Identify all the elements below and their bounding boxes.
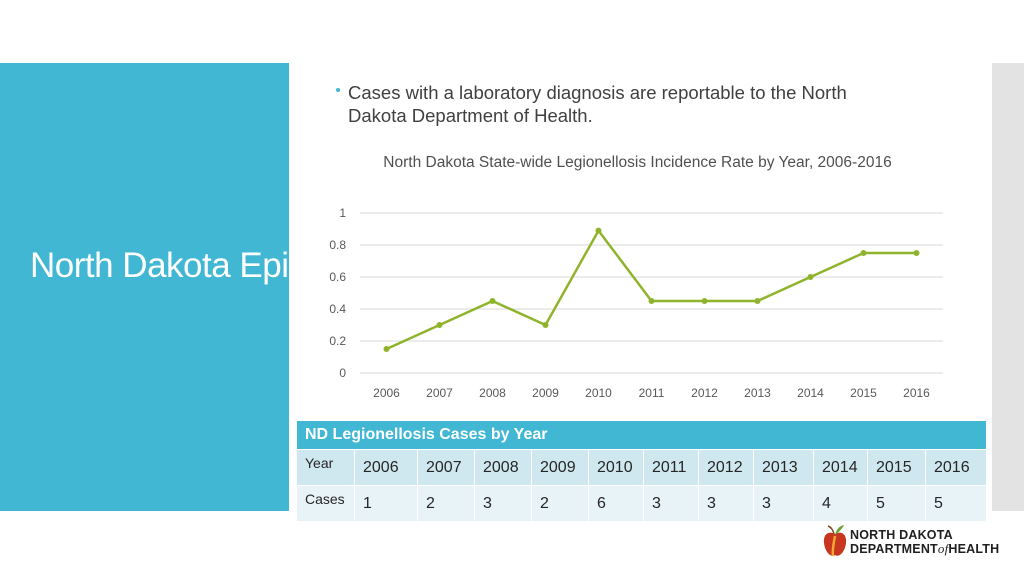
cases-cell: 3	[474, 485, 532, 522]
logo-line2: DEPARTMENTofHEALTH	[850, 541, 1000, 557]
data-point	[542, 322, 549, 328]
chart-gridlines	[360, 212, 943, 374]
x-tick-label: 2011	[639, 386, 665, 400]
right-edge-bar	[992, 63, 1024, 511]
cases-cell: 6	[588, 485, 644, 522]
data-point	[595, 227, 602, 234]
y-tick-label: 0.6	[329, 270, 346, 284]
cases-cell: 3	[753, 485, 814, 522]
logo-word-department: DEPARTMENT	[850, 542, 938, 556]
y-tick-label: 0.4	[329, 302, 346, 316]
data-point	[489, 298, 496, 304]
table-title: ND Legionellosis Cases by Year	[295, 420, 988, 450]
line-chart: 00.20.40.60.81 2006 2007 2008 2009 2010 2011 2…	[329, 206, 943, 400]
cases-table: ND Legionellosis Cases by Year Year 2006…	[295, 420, 988, 522]
x-tick-label: 2013	[744, 386, 771, 400]
cases-cell: 1	[354, 485, 418, 522]
apple-logo-icon	[823, 525, 847, 557]
logo-word-health: HEALTH	[948, 542, 1000, 556]
cases-cell: 3	[698, 485, 754, 522]
data-point	[807, 274, 814, 280]
chart-title: North Dakota State-wide Legionellosis In…	[383, 154, 892, 171]
x-tick-label: 2006	[373, 386, 400, 400]
cases-cell: 2	[531, 485, 589, 522]
year-cell: 2010	[588, 449, 644, 486]
x-axis-ticks: 2006 2007 2008 2009 2010 2011 2012 2013 2014 2015…	[373, 386, 930, 400]
year-cell: 2007	[417, 449, 475, 486]
year-cell: 2016	[924, 449, 988, 486]
year-cell: 2013	[753, 449, 814, 486]
logo-line1: NORTH DAKOTA	[850, 528, 953, 542]
year-cell: 2008	[474, 449, 532, 486]
x-tick-label: 2008	[479, 386, 506, 400]
cases-cell: 3	[643, 485, 699, 522]
cases-cell: 4	[813, 485, 868, 522]
bullet-dot	[336, 88, 340, 92]
cases-cell: 5	[867, 485, 926, 522]
series-incidence-rate	[383, 227, 920, 352]
year-cell: 2015	[867, 449, 926, 486]
data-point	[860, 250, 867, 256]
y-tick-label: 0.8	[329, 238, 346, 252]
year-cell: 2009	[531, 449, 589, 486]
nddoh-logo: NORTH DAKOTA DEPARTMENTofHEALTH	[822, 522, 1016, 562]
cases-cell: 5	[924, 485, 988, 522]
data-point	[754, 298, 761, 304]
data-point	[701, 298, 708, 304]
data-point	[648, 298, 655, 304]
year-cell: 2012	[698, 449, 754, 486]
x-tick-label: 2014	[797, 386, 824, 400]
row-label-cases: Cases	[296, 485, 355, 522]
data-point	[913, 250, 920, 256]
y-tick-label: 0.2	[329, 334, 346, 348]
table-row-year: Year 2006 2007 2008 2009 2010 2011 2012 2013 201…	[296, 449, 988, 486]
x-tick-label: 2012	[691, 386, 718, 400]
bullet-text: Cases with a laboratory diagnosis are re…	[348, 82, 847, 126]
slide-title: North Dakota Epidemiology	[30, 246, 444, 285]
cases-cell: 2	[417, 485, 475, 522]
x-tick-label: 2015	[850, 386, 877, 400]
y-axis-ticks: 0 0.2 0.4 0.6 0.8 1	[329, 206, 346, 380]
logo-text: NORTH DAKOTA DEPARTMENTofHEALTH	[850, 528, 999, 556]
data-point	[383, 346, 390, 352]
x-tick-label: 2009	[532, 386, 559, 400]
x-tick-label: 2010	[585, 386, 612, 400]
x-tick-label: 2007	[426, 386, 453, 400]
year-cell: 2011	[643, 449, 699, 486]
table-header-row: ND Legionellosis Cases by Year	[295, 420, 988, 450]
row-label-year: Year	[296, 449, 355, 486]
x-tick-label: 2016	[903, 386, 930, 400]
year-cell: 2014	[813, 449, 868, 486]
year-cell: 2006	[354, 449, 418, 486]
logo-word-of: of	[937, 541, 949, 556]
y-tick-label: 0	[339, 366, 346, 380]
title-panel	[0, 63, 289, 511]
y-tick-label: 1	[339, 206, 346, 220]
data-point	[436, 322, 443, 328]
series-line	[385, 229, 917, 351]
